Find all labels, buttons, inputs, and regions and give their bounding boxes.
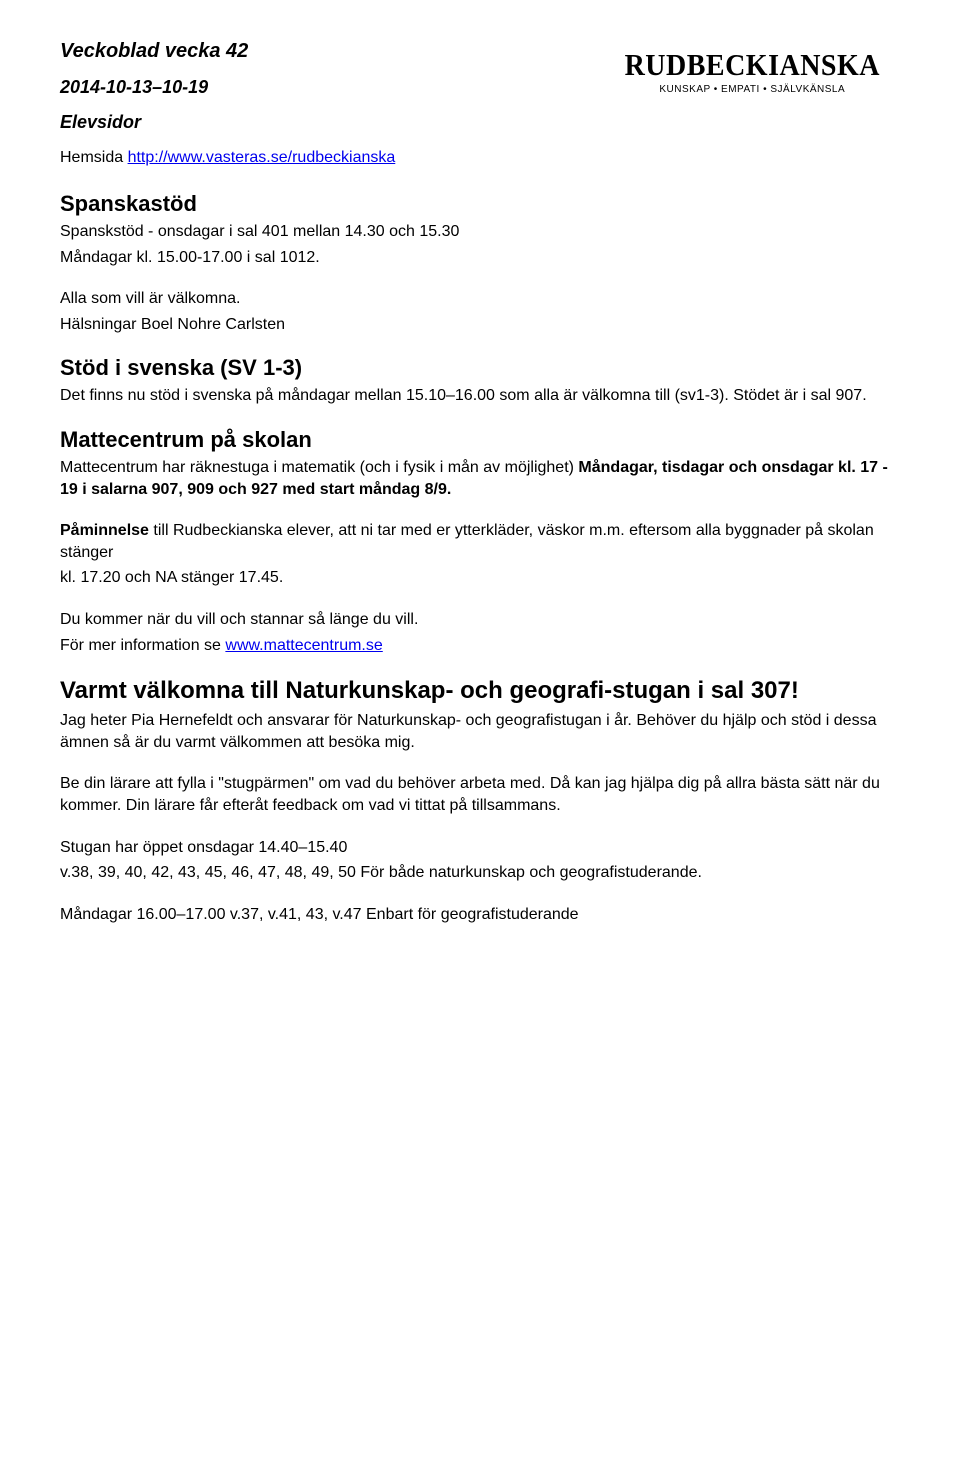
school-logo: RUDBECKIANSKA KUNSKAP • EMPATI • SJÄLVKÄ… [625, 40, 900, 95]
header-row: Veckoblad vecka 42 2014-10-13–10-19 Elev… [60, 40, 900, 149]
naturkunskap-p1: Jag heter Pia Hernefeldt och ansvarar fö… [60, 710, 900, 753]
homepage-link[interactable]: http://www.vasteras.se/rudbeckianska [128, 149, 396, 166]
matte-plain1: Mattecentrum har räknestuga i matematik … [60, 459, 578, 476]
naturkunskap-p4: Måndagar 16.00–17.00 v.37, v.41, 43, v.4… [60, 904, 900, 926]
svenska-heading: Stöd i svenska (SV 1-3) [60, 355, 900, 381]
spanska-line4: Hälsningar Boel Nohre Carlsten [60, 314, 900, 336]
svenska-body: Det finns nu stöd i svenska på måndagar … [60, 385, 900, 407]
spanska-heading: Spanskastöd [60, 191, 900, 217]
matte-body1: Mattecentrum har räknestuga i matematik … [60, 457, 900, 500]
spanska-line1: Spanskstöd - onsdagar i sal 401 mellan 1… [60, 221, 900, 243]
matte-reminder-2: kl. 17.20 och NA stänger 17.45. [60, 567, 900, 589]
header-left: Veckoblad vecka 42 2014-10-13–10-19 Elev… [60, 40, 625, 149]
matte-tail1: Du kommer när du vill och stannar så län… [60, 609, 900, 631]
homepage-line: Hemsida http://www.vasteras.se/rudbeckia… [60, 149, 900, 167]
logo-text: RUDBECKIANSKA [625, 48, 880, 83]
matte-heading: Mattecentrum på skolan [60, 427, 900, 453]
matte-reminder-rest: till Rudbeckianska elever, att ni tar me… [60, 522, 874, 561]
section-elevsidor: Elevsidor [60, 112, 625, 133]
naturkunskap-p2: Be din lärare att fylla i "stugpärmen" o… [60, 773, 900, 816]
matte-reminder-bold: Påminnelse [60, 522, 149, 539]
matte-tail2-pre: För mer information se [60, 637, 225, 654]
matte-tail2: För mer information se www.mattecentrum.… [60, 635, 900, 657]
matte-reminder-1: Påminnelse till Rudbeckianska elever, at… [60, 520, 900, 563]
spanska-line3: Alla som vill är välkomna. [60, 288, 900, 310]
page: Veckoblad vecka 42 2014-10-13–10-19 Elev… [0, 0, 960, 985]
page-title: Veckoblad vecka 42 [60, 40, 625, 63]
logo-tagline: KUNSKAP • EMPATI • SJÄLVKÄNSLA [625, 84, 880, 95]
homepage-label: Hemsida [60, 149, 128, 166]
spanska-line2: Måndagar kl. 15.00-17.00 i sal 1012. [60, 247, 900, 269]
naturkunskap-p3b: v.38, 39, 40, 42, 43, 45, 46, 47, 48, 49… [60, 862, 900, 884]
date-range: 2014-10-13–10-19 [60, 77, 625, 98]
mattecentrum-link[interactable]: www.mattecentrum.se [225, 637, 382, 654]
naturkunskap-heading: Varmt välkomna till Naturkunskap- och ge… [60, 676, 900, 706]
naturkunskap-p3a: Stugan har öppet onsdagar 14.40–15.40 [60, 837, 900, 859]
